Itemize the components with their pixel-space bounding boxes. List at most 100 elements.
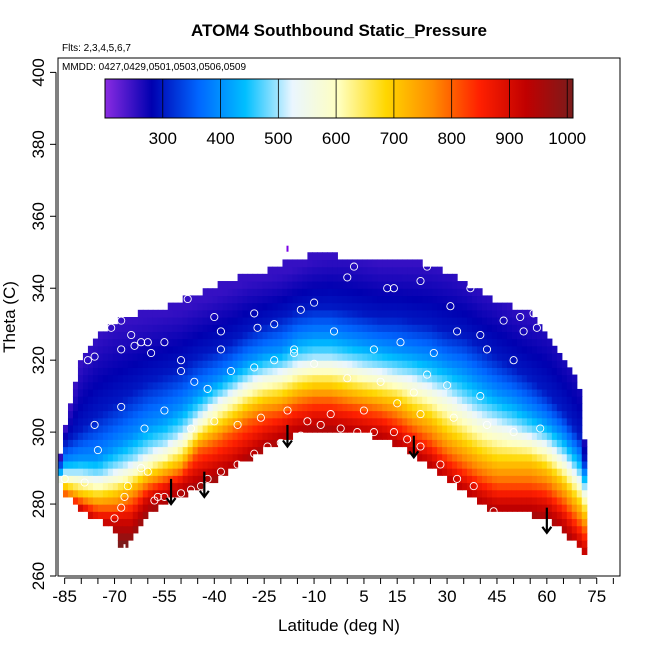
field-cell (531, 439, 538, 448)
field-cell (127, 417, 134, 426)
field-cell (402, 403, 408, 412)
field-cell (347, 396, 353, 404)
field-cell (72, 446, 79, 455)
field-cell (516, 504, 523, 512)
field-cell (207, 338, 214, 347)
field-cell (342, 324, 348, 332)
field-cell (167, 388, 174, 397)
field-cell (187, 324, 194, 332)
field-cell (197, 403, 204, 412)
field-cell (112, 439, 119, 448)
field-cell (546, 504, 553, 512)
field-cell (407, 374, 413, 383)
field-cell (382, 302, 388, 311)
field-cell (247, 403, 254, 412)
field-cell (462, 367, 468, 376)
field-cell (237, 410, 244, 419)
field-cell (437, 381, 443, 390)
field-cell (332, 374, 338, 383)
field-cell (242, 453, 249, 462)
field-cell (352, 345, 358, 354)
field-cell (357, 360, 363, 368)
field-cell (521, 446, 528, 455)
field-cell (257, 302, 264, 311)
field-cell (202, 410, 209, 419)
field-cell (462, 439, 468, 448)
field-cell (382, 266, 388, 275)
field-cell (112, 496, 119, 505)
field-cell (377, 388, 383, 397)
field-cell (277, 324, 284, 332)
field-cell (192, 331, 199, 340)
field-cell (232, 338, 239, 347)
field-cell (372, 410, 378, 419)
field-cell (287, 259, 294, 268)
y-tick-label: 380 (29, 130, 48, 158)
field-cell (387, 338, 393, 347)
field-cell (392, 381, 398, 390)
field-cell (272, 295, 279, 304)
field-cell (417, 403, 423, 412)
field-cell (282, 266, 289, 275)
field-cell (242, 295, 249, 304)
field-cell (452, 460, 458, 469)
field-cell (526, 453, 533, 462)
field-cell (486, 403, 493, 412)
colorbar-tick-label: 1000 (548, 129, 586, 148)
field-cell (481, 338, 488, 347)
field-cell (372, 403, 378, 412)
field-cell (317, 396, 323, 404)
observation-point (290, 345, 299, 354)
field-cell (152, 388, 159, 397)
field-cell (287, 266, 294, 275)
field-cell (531, 381, 538, 390)
field-cell (132, 453, 139, 462)
field-cell (511, 367, 518, 376)
field-cell (137, 309, 144, 318)
field-cell (292, 302, 299, 311)
field-cell (472, 309, 478, 318)
field-cell (307, 266, 313, 275)
field-cell (332, 424, 338, 433)
field-cell (312, 345, 318, 354)
field-cell (556, 381, 563, 390)
field-cell (397, 266, 403, 275)
field-cell (272, 388, 279, 397)
field-cell (117, 532, 124, 541)
field-cell (342, 374, 348, 383)
field-cell (117, 403, 124, 412)
observation-point (216, 345, 225, 354)
observation-point (127, 330, 136, 340)
field-cell (521, 410, 528, 419)
field-cell (267, 352, 274, 361)
field-cell (152, 345, 159, 354)
field-cell (217, 281, 224, 289)
field-cell (372, 388, 378, 397)
field-cell (157, 317, 164, 325)
field-cell (526, 475, 533, 484)
field-cell (467, 460, 473, 469)
field-cell (392, 288, 398, 297)
field-cell (412, 396, 418, 404)
field-cell (442, 432, 448, 440)
field-cell (491, 360, 498, 368)
field-cell (521, 417, 528, 426)
field-cell (521, 367, 528, 376)
field-cell (127, 360, 134, 368)
field-cell (551, 410, 558, 419)
field-cell (107, 446, 114, 455)
field-cell (412, 424, 418, 433)
field-cell (447, 345, 453, 354)
field-cell (177, 460, 184, 469)
field-cell (422, 324, 428, 332)
field-cell (551, 504, 558, 512)
field-cell (417, 302, 423, 311)
field-cell (447, 273, 453, 282)
field-cell (302, 302, 309, 311)
field-cell (192, 417, 199, 426)
field-cell (107, 475, 114, 484)
field-cell (481, 432, 488, 440)
field-cell (287, 417, 294, 426)
field-cell (317, 317, 323, 325)
field-cell (97, 345, 104, 354)
